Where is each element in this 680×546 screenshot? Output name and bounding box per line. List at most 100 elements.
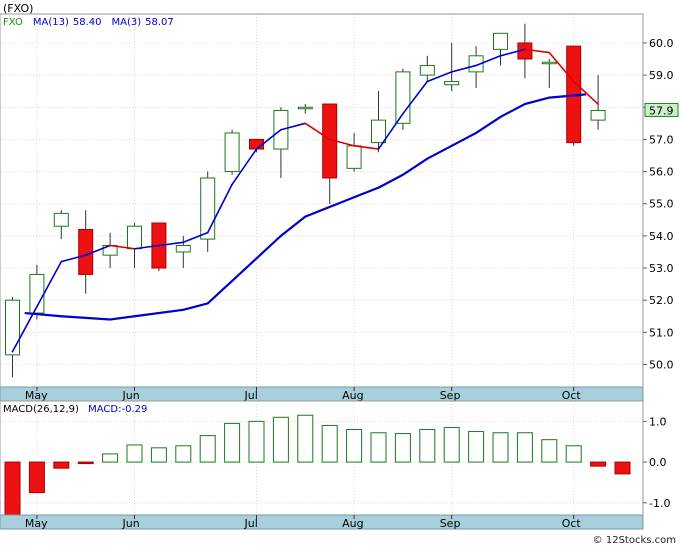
candle-body [493, 32, 508, 50]
ma3-segment [450, 64, 477, 73]
macd-bar [492, 432, 509, 463]
ma3-segment [548, 51, 575, 83]
ma3-segment [475, 55, 502, 67]
price-gridlines [0, 14, 643, 387]
ma3-segment [499, 48, 526, 57]
month-label: Jun [122, 517, 140, 530]
price-y-tick-label: 54.0 [649, 230, 674, 243]
ma3-segment [377, 112, 404, 150]
candle-body [175, 245, 191, 253]
watermark: © 12Stocks.com [593, 535, 676, 546]
price-y-tick-label: 56.0 [649, 166, 674, 179]
macd-bar [516, 432, 533, 463]
ma3-segment [11, 305, 38, 353]
macd-bar [53, 461, 70, 469]
candle-body [5, 299, 20, 356]
macd-bar [126, 444, 143, 463]
ma3-segment [60, 254, 87, 263]
ma3-segment [304, 122, 331, 141]
macd-bar [541, 439, 558, 463]
macd-bar [102, 453, 119, 463]
macd-bar [370, 432, 387, 463]
price-y-tick-label: 57.0 [649, 133, 674, 146]
macd-legend-value: MACD:-0.29 [88, 404, 147, 415]
macd-bar [224, 422, 241, 463]
candle [395, 68, 411, 130]
legend-item: 58.07 [145, 17, 174, 28]
candle-body [444, 81, 460, 86]
candle [371, 91, 386, 153]
price-month-labels: May Jun Jul Aug Sep Oct [25, 387, 582, 402]
ma3-segment [206, 183, 233, 234]
month-label: May [25, 389, 48, 402]
price-y-tick-label: 59.0 [649, 69, 674, 82]
macd-y-tick-label: -1.0 [649, 497, 670, 510]
macd-month-axis-strip [0, 514, 644, 530]
ma3-segment [402, 80, 429, 115]
ma3-segment [353, 145, 380, 150]
ma3-segment [182, 231, 209, 244]
candle-body [127, 225, 142, 250]
macd-bar [150, 447, 167, 463]
ma3-segment [255, 128, 282, 150]
month-label: Oct [562, 517, 582, 530]
macd-bar [614, 461, 631, 475]
candle [151, 222, 167, 272]
month-label: Sep [440, 517, 461, 530]
macd-bar [28, 461, 45, 494]
candle [590, 75, 606, 130]
ma3-segment [109, 244, 136, 250]
ma3-segment [426, 71, 453, 83]
legend-item: FXO [3, 17, 23, 28]
ma3-segment [158, 241, 185, 247]
candle [175, 235, 191, 269]
macd-bar [297, 414, 314, 463]
candle-body [590, 109, 606, 121]
macd-histogram [4, 414, 631, 516]
macd-bar [346, 429, 363, 463]
macd-bar [321, 424, 338, 463]
macd-bar [77, 461, 94, 465]
macd-y-axis: -1.0 0.0 1.0 [643, 415, 670, 510]
candle-body [297, 106, 313, 110]
last-price-label: 57.9 [649, 104, 674, 117]
candle-body [200, 177, 216, 240]
last-price-marker [644, 102, 679, 117]
candle [541, 59, 557, 88]
macd-bar [4, 461, 21, 516]
month-label: Oct [562, 389, 582, 402]
price-y-tick-label: 53.0 [649, 262, 674, 275]
month-label: Jun [122, 389, 140, 402]
month-label: Jul [244, 389, 258, 402]
candle-body [224, 132, 240, 173]
legend-item: 58.40 [73, 17, 102, 28]
month-label: Sep [440, 389, 461, 402]
ma3-segment [524, 48, 551, 54]
macd-month-labels: May Jun Jul Aug Sep Oct [25, 515, 582, 530]
price-y-tick-label: 50.0 [649, 358, 674, 371]
macd-bar [175, 445, 192, 463]
month-label: Aug [342, 389, 363, 402]
macd-bar [590, 461, 607, 467]
macd-y-tick-label: 1.0 [649, 415, 667, 428]
candle [200, 171, 216, 252]
ma3-segment [328, 138, 355, 147]
candle-body [53, 212, 69, 227]
candle [53, 210, 69, 240]
macd-bar [443, 426, 460, 463]
macd-y-tick-label: 0.0 [649, 456, 667, 469]
ma3-segment [84, 244, 111, 256]
macd-bar [272, 416, 289, 463]
candle [419, 55, 435, 82]
candle-body [371, 119, 386, 144]
price-y-tick-label: 60.0 [649, 37, 674, 50]
candle [493, 32, 508, 66]
candle-body [346, 145, 362, 169]
candle [468, 46, 484, 88]
price-month-axis-strip [0, 386, 644, 402]
legend-item: MA(13) [33, 17, 69, 28]
ma13-line [24, 93, 586, 321]
candle [224, 129, 240, 175]
price-y-tick-label: 52.0 [649, 294, 674, 307]
ma3-segment [231, 148, 258, 186]
